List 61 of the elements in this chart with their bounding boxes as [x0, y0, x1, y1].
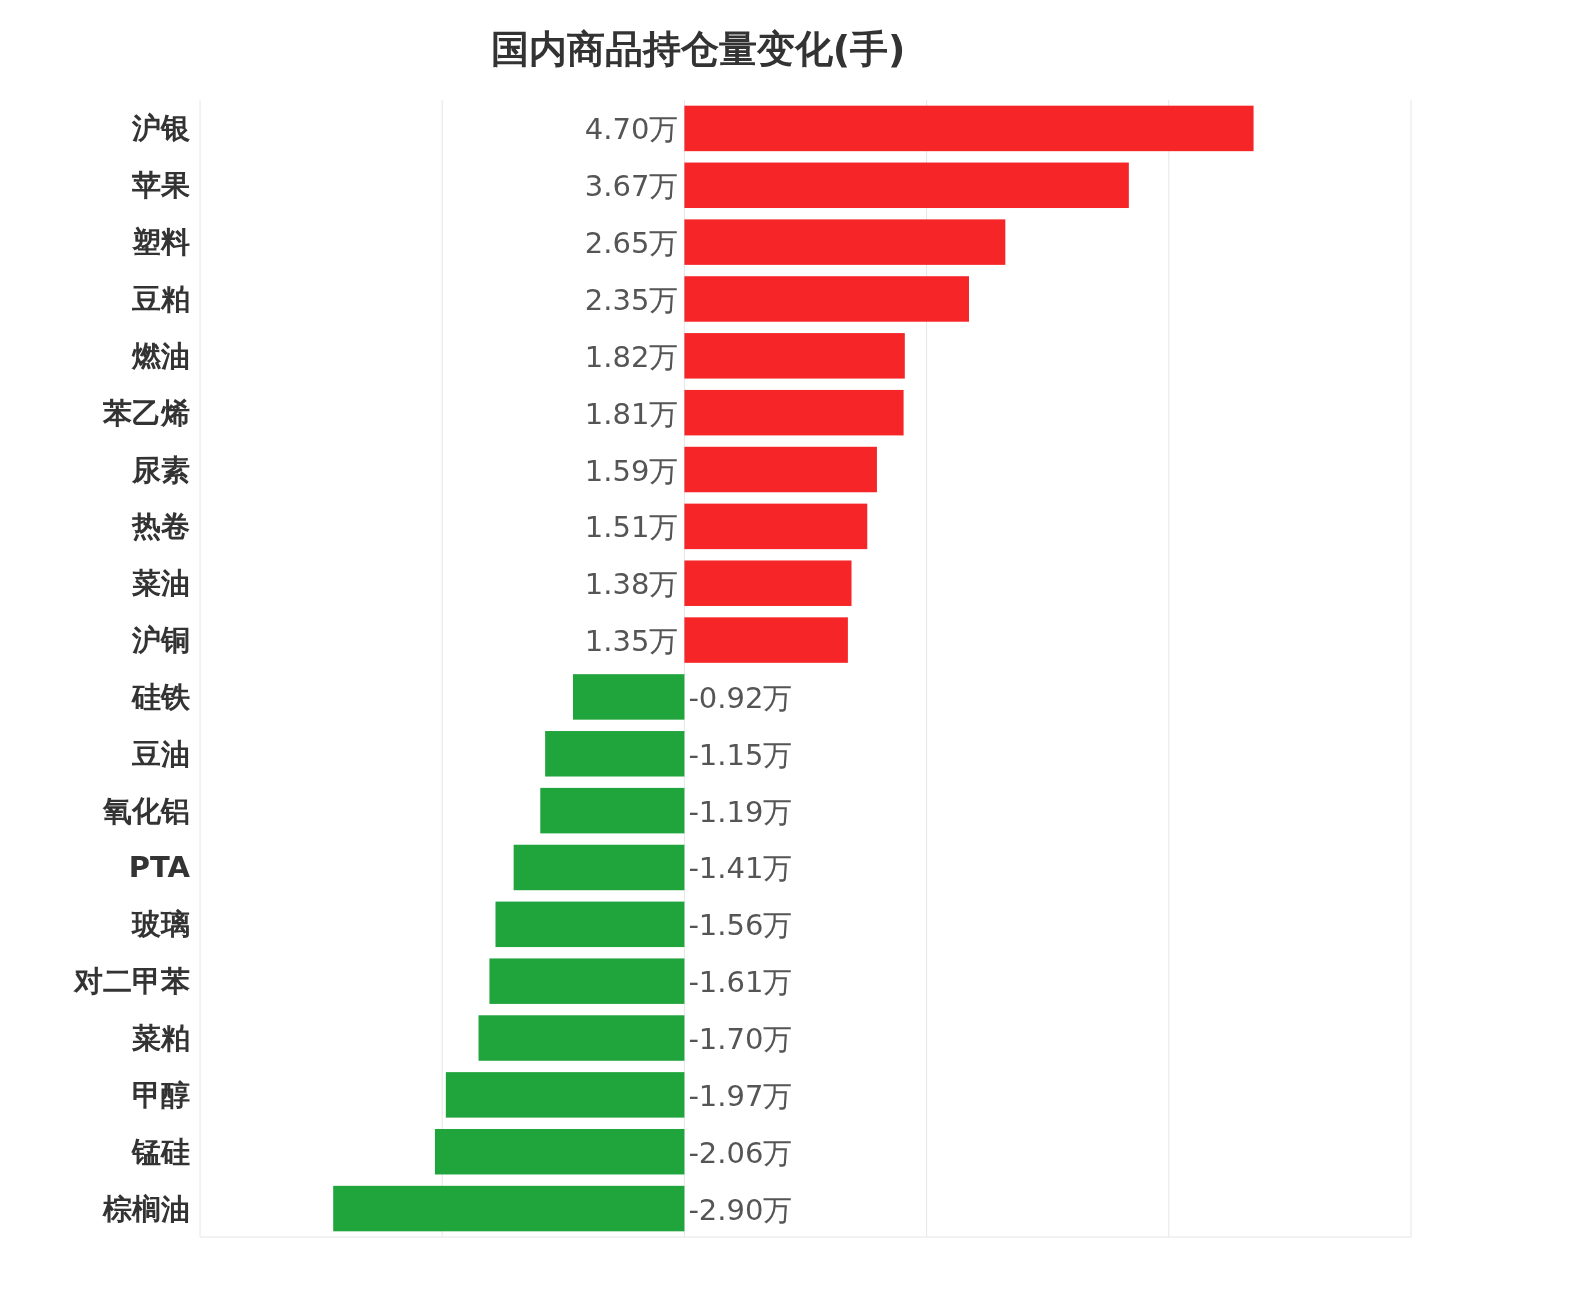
bar: [684, 219, 1006, 265]
data-label: 1.35万: [584, 624, 679, 659]
data-label: 2.65万: [584, 226, 679, 261]
bar: [495, 901, 685, 948]
y-tick-label: 棕榈油: [102, 1191, 190, 1226]
y-tick-label: 菜粕: [131, 1021, 190, 1056]
bar: [684, 389, 904, 436]
bar: [684, 560, 852, 606]
data-label: -2.06万: [688, 1135, 793, 1170]
bar: [434, 1128, 685, 1175]
data-label: -0.92万: [688, 680, 793, 715]
bar: [445, 1072, 685, 1118]
y-tick-label: 甲醇: [132, 1077, 190, 1112]
data-label: 4.70万: [584, 112, 679, 147]
bar: [572, 674, 685, 720]
bar: [684, 503, 868, 550]
data-label: -1.19万: [688, 794, 793, 829]
bar: [684, 446, 877, 493]
bar: [684, 105, 1254, 152]
data-label: -1.56万: [688, 908, 793, 943]
data-label: 1.82万: [584, 339, 679, 374]
bar: [333, 1185, 685, 1232]
bar: [513, 844, 685, 891]
y-tick-label: 苯乙烯: [102, 395, 190, 430]
y-tick-label: 氧化铝: [102, 793, 190, 828]
data-label: -1.41万: [688, 851, 793, 886]
y-tick-label: 玻璃: [131, 907, 190, 942]
data-label: -2.90万: [688, 1192, 793, 1227]
data-label: 2.35万: [584, 282, 679, 317]
bar: [684, 276, 969, 322]
data-label: 1.81万: [584, 396, 679, 431]
data-label: 1.38万: [584, 567, 679, 602]
y-tick-label: 菜油: [131, 566, 190, 601]
bar: [478, 1015, 685, 1061]
y-tick-label: 塑料: [131, 225, 190, 260]
y-tick-label: 沪铜: [131, 623, 190, 658]
data-label: -1.70万: [688, 1022, 793, 1057]
y-tick-label: 燃油: [131, 338, 190, 373]
data-label: -1.61万: [688, 965, 793, 1000]
bar: [684, 617, 848, 663]
data-label: 1.51万: [584, 510, 679, 545]
y-tick-label: 苹果: [131, 168, 190, 203]
y-tick-label: PTA: [128, 850, 191, 885]
y-tick-label: 锰硅: [131, 1134, 190, 1169]
y-tick-label: 豆油: [131, 736, 190, 771]
bar: [489, 958, 685, 1004]
data-label: -1.97万: [688, 1078, 793, 1113]
data-label: -1.15万: [688, 737, 793, 772]
data-label: 1.59万: [584, 453, 679, 488]
bar: [540, 787, 685, 834]
y-tick-label: 硅铁: [131, 679, 191, 714]
bar: [684, 333, 905, 379]
y-tick-label: 尿素: [131, 452, 190, 487]
data-label: 3.67万: [584, 169, 679, 204]
y-tick-label: 对二甲苯: [73, 964, 190, 999]
y-tick-label: 豆粕: [131, 281, 190, 316]
y-tick-label: 热卷: [131, 509, 190, 544]
y-tick-label: 沪银: [131, 111, 190, 146]
bar: [545, 731, 685, 777]
bar: [684, 162, 1129, 209]
chart-title: 国内商品持仓量变化(手): [490, 27, 906, 71]
